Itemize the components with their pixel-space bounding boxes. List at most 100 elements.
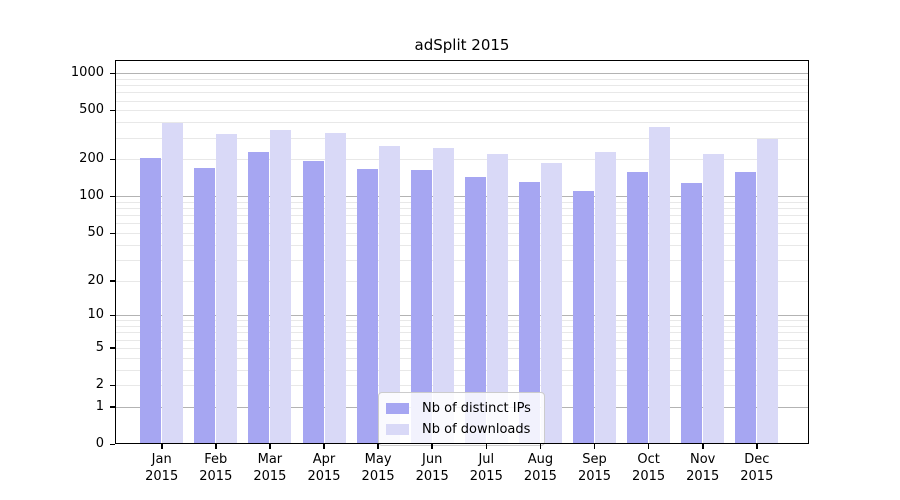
bar-downloads-sep [595,152,616,444]
ytick-label-50: 50 [87,225,104,240]
ytick-mark-2 [110,384,115,386]
xtick-mark-dec [756,444,758,449]
ytick-mark-0 [110,443,115,445]
bar-downloads-feb [216,134,238,444]
bar-downloads-mar [270,130,292,444]
bar-ips-may [356,168,378,444]
xtick-mark-apr [323,444,325,449]
ytick-mark-20 [110,280,115,282]
legend-label-downloads: Nb of downloads [422,422,531,437]
ytick-label-1: 1 [95,398,104,414]
bar-ips-jan [140,157,162,444]
gridline-400 [115,122,809,124]
gridline-600 [115,100,809,102]
bar-downloads-jan [162,123,184,444]
ytick-label-20: 20 [87,272,104,288]
gridline-40 [115,244,809,246]
gridline-800 [115,85,809,87]
gridline-20 [115,280,809,282]
xtick-mark-oct [647,444,650,449]
gridline-30 [115,259,809,261]
gridline-700 [115,92,809,94]
bar-downloads-may [378,145,400,444]
gridline-200 [115,159,809,161]
gridline-500 [115,110,809,112]
bar-downloads-jul [486,154,508,444]
gridline-2 [115,385,809,386]
ytick-mark-1 [110,406,115,408]
gridline-3 [115,369,809,371]
gridline-100 [115,196,809,198]
xtick-mark-jul [485,444,488,449]
xtick-mark-sep [593,444,596,449]
ytick-label-10: 10 [87,307,104,323]
y-axis: 1000 500 200 100 50 20 10 5 2 1 0 [71,60,809,451]
gridline-70 [115,215,809,217]
ytick-mark-1000 [110,72,115,75]
ytick-mark-200 [110,158,115,161]
xtick-mark-jun [431,444,433,449]
xtick-label-mar: Mar 2015 [253,452,287,484]
gridline-80 [115,208,809,210]
gridline-900 [115,78,809,80]
bar-ips-sep [573,191,594,444]
ytick-mark-500 [110,109,115,112]
gridline-8 [115,326,809,328]
plot-area: Nb of distinct IPs Nb of downloads 1000 5… [71,60,809,484]
gridline-50 [115,233,809,234]
xtick-label-dec: Dec 2015 [740,452,774,484]
bar-ips-jul [464,176,486,444]
xtick-label-jan: Jan 2015 [145,452,179,484]
xtick-mark-nov [702,444,704,449]
xtick-label-nov: Nov 2015 [686,452,720,484]
bar-downloads-apr [324,132,346,444]
gridline-4 [115,357,809,359]
bar-ips-oct [627,171,649,444]
bar-ips-nov [681,183,703,444]
xtick-label-apr: Apr 2015 [307,452,341,484]
gridline-9 [115,320,809,322]
xtick-label-may: May 2015 [361,452,395,484]
xtick-label-oct: Oct 2015 [632,452,666,484]
ytick-label-1000: 1000 [70,65,104,81]
bar-downloads-nov [703,153,725,444]
bars [115,60,809,444]
gridline-300 [115,137,809,139]
bar-ips-dec [735,171,757,444]
xtick-label-feb: Feb 2015 [199,452,233,484]
gridline-60 [115,223,809,225]
legend-swatch-distinct-ips [386,403,409,414]
bar-ips-feb [194,168,216,444]
bar-downloads-aug [540,163,562,444]
ytick-label-0: 0 [95,436,104,451]
xtick-label-aug: Aug 2015 [523,452,557,484]
xtick-label-jul: Jul 2015 [469,452,503,484]
bar-downloads-jun [432,147,454,444]
xtick-mark-mar [269,444,271,449]
gridline-5 [115,347,809,349]
bar-ips-apr [302,161,324,444]
ytick-label-200: 200 [79,151,104,167]
ytick-mark-10 [110,314,115,317]
gridline-1000 [115,73,809,75]
gridline-90 [115,201,809,203]
gridline-7 [115,332,809,334]
xtick-label-sep: Sep 2015 [577,452,612,484]
bar-ips-aug [518,181,540,444]
ytick-mark-50 [110,232,115,234]
ytick-mark-100 [110,195,115,198]
bar-ips-jun [410,170,432,444]
xtick-mark-jan [161,444,163,449]
bar-downloads-oct [649,126,671,444]
gridline-10 [115,315,809,317]
ytick-mark-5 [110,347,115,349]
x-axis: Jan 2015 Feb 2015 Mar 2015 Apr 2015 May 2015 Jun 20… [115,60,809,484]
legend-item-downloads: Nb of downloads [386,419,536,440]
bar-ips-mar [248,151,270,444]
legend-item-distinct-ips: Nb of distinct IPs [386,398,536,419]
chart-title: adSplit 2015 [414,36,510,54]
xtick-label-jun: Jun 2015 [415,452,449,484]
legend-swatch-downloads [386,424,409,435]
legend: Nb of distinct IPs Nb of downloads [378,392,545,446]
